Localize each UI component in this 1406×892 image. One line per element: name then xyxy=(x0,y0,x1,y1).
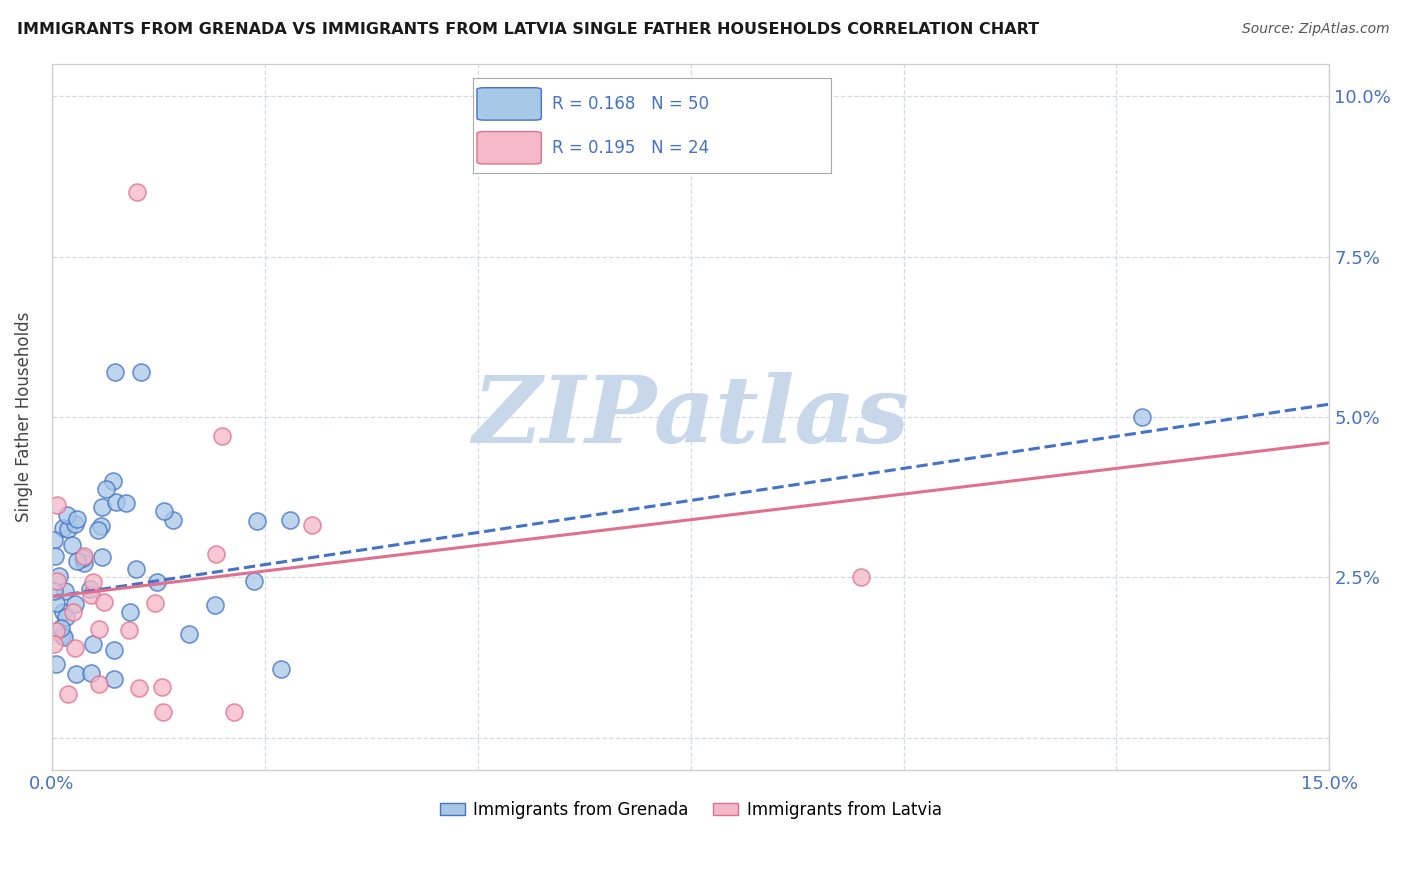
Point xyxy=(63,640,86,655)
Point xyxy=(114,496,136,510)
Point xyxy=(280,514,302,528)
Point xyxy=(80,666,103,681)
Point xyxy=(56,687,79,701)
Point xyxy=(90,550,112,565)
Point xyxy=(152,705,174,719)
Point xyxy=(105,495,128,509)
Point xyxy=(65,667,87,681)
Point xyxy=(849,570,872,584)
Point xyxy=(128,681,150,695)
Point xyxy=(46,574,69,588)
Y-axis label: Single Father Households: Single Father Households xyxy=(15,312,32,522)
Point xyxy=(93,594,115,608)
Point xyxy=(55,583,77,598)
Point xyxy=(89,623,111,637)
Point xyxy=(44,533,66,548)
Point xyxy=(65,512,87,526)
Legend: Immigrants from Grenada, Immigrants from Latvia: Immigrants from Grenada, Immigrants from… xyxy=(433,794,948,825)
Point xyxy=(204,598,226,612)
Point xyxy=(103,643,125,657)
Point xyxy=(90,519,112,533)
Point xyxy=(79,582,101,596)
Text: Source: ZipAtlas.com: Source: ZipAtlas.com xyxy=(1241,22,1389,37)
Point xyxy=(66,554,89,568)
Point xyxy=(224,705,246,719)
Point xyxy=(44,549,66,563)
Point xyxy=(270,661,292,675)
Point xyxy=(45,596,67,610)
Point xyxy=(1130,410,1153,425)
Point xyxy=(73,557,96,571)
Point xyxy=(120,605,142,619)
Point xyxy=(56,508,79,522)
Point xyxy=(204,548,226,562)
Point xyxy=(52,605,75,619)
Point xyxy=(87,677,110,691)
Point xyxy=(177,627,200,641)
Point xyxy=(143,596,166,610)
Point xyxy=(91,500,114,514)
Point xyxy=(152,680,174,694)
Point xyxy=(104,365,127,379)
Point xyxy=(44,584,66,599)
Point xyxy=(53,630,76,644)
Point xyxy=(131,365,153,379)
Point xyxy=(87,523,110,537)
Point xyxy=(45,624,67,638)
Point xyxy=(211,429,233,443)
Text: IMMIGRANTS FROM GRENADA VS IMMIGRANTS FROM LATVIA SINGLE FATHER HOUSEHOLDS CORRE: IMMIGRANTS FROM GRENADA VS IMMIGRANTS FR… xyxy=(17,22,1039,37)
Point xyxy=(145,575,167,590)
Point xyxy=(51,628,73,642)
Point xyxy=(101,475,124,489)
Point xyxy=(301,517,323,532)
Point xyxy=(118,624,141,638)
Point xyxy=(153,503,176,517)
Point xyxy=(44,636,66,650)
Point xyxy=(80,589,103,603)
Point xyxy=(62,605,84,619)
Point xyxy=(125,186,148,200)
Point xyxy=(73,549,96,563)
Point xyxy=(45,657,67,671)
Point xyxy=(72,551,94,566)
Point xyxy=(55,610,77,624)
Point xyxy=(94,483,117,497)
Point xyxy=(162,513,184,527)
Point xyxy=(243,574,266,589)
Point xyxy=(124,562,146,576)
Point xyxy=(82,575,104,590)
Point xyxy=(48,569,70,583)
Point xyxy=(82,637,104,651)
Point xyxy=(45,499,67,513)
Text: ZIPatlas: ZIPatlas xyxy=(472,372,910,462)
Point xyxy=(65,516,87,531)
Point xyxy=(103,672,125,686)
Point xyxy=(52,521,75,535)
Point xyxy=(63,597,86,611)
Point xyxy=(246,514,269,528)
Point xyxy=(60,538,83,552)
Point xyxy=(49,621,72,635)
Point xyxy=(56,522,79,536)
